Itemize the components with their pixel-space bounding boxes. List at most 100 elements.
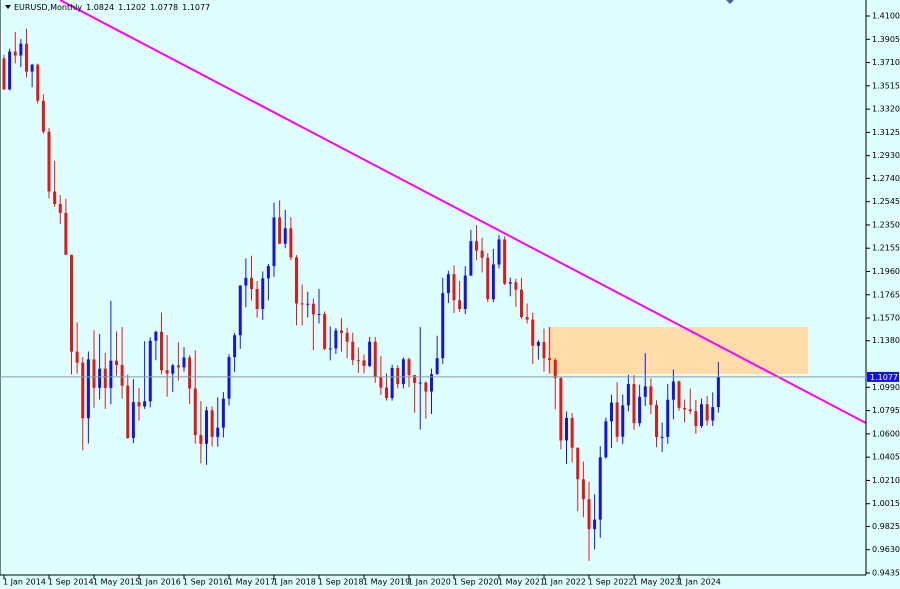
candle-body — [176, 365, 180, 368]
candle-body — [30, 64, 34, 72]
candle-body — [559, 378, 563, 441]
candle-body — [711, 407, 715, 421]
x-tick-label: 1 May 2019 — [363, 578, 410, 587]
candle-body — [486, 257, 490, 300]
candle-body — [536, 341, 540, 346]
y-tick-label: 1.1380 — [872, 336, 900, 345]
y-tick-label: 1.3905 — [872, 35, 900, 44]
candle-body — [13, 51, 17, 56]
candle-body — [677, 381, 681, 408]
candle-body — [126, 385, 130, 439]
x-tick-label: 1 May 2023 — [633, 578, 680, 587]
candle-body — [525, 317, 529, 320]
candle-body — [295, 257, 298, 304]
candle-body — [683, 407, 687, 410]
y-tick-label: 1.3515 — [872, 81, 900, 90]
candle-body — [390, 367, 394, 399]
candle-body — [435, 358, 439, 375]
candle-body — [317, 314, 321, 316]
ohlc-close: 1.1077 — [182, 3, 210, 12]
candle-body — [452, 274, 456, 301]
trend-line — [59, 0, 867, 424]
y-tick-label: 1.0795 — [872, 406, 900, 415]
candle-body — [430, 374, 433, 392]
candle-body — [210, 410, 214, 437]
candle-body — [86, 359, 90, 419]
candle-body — [193, 388, 197, 436]
candle-body — [598, 457, 602, 520]
x-tick-label: 1 Jan 2018 — [273, 578, 316, 587]
candle-body — [53, 191, 57, 205]
candle-body — [272, 217, 276, 267]
candle-body — [542, 341, 546, 359]
candle-body — [131, 402, 135, 439]
candle-body — [503, 239, 507, 284]
candle-body — [553, 360, 557, 379]
ohlc-low: 1.0778 — [150, 3, 178, 12]
candle-body — [311, 303, 315, 315]
y-tick-label: 1.3125 — [872, 128, 900, 137]
candle-body — [340, 330, 343, 333]
y-tick-label: 1.2545 — [872, 197, 900, 206]
candle-body — [160, 331, 163, 371]
candle-body — [441, 293, 445, 359]
candle-body — [233, 335, 237, 358]
shift-marker — [726, 0, 734, 4]
y-tick-label: 1.0015 — [872, 499, 900, 508]
candle-body — [688, 409, 692, 412]
candle-body — [81, 362, 85, 419]
candle-body — [565, 417, 568, 441]
x-tick-label: 1 Sep 2018 — [318, 578, 364, 587]
candle-body — [143, 401, 147, 407]
x-tick-label: 1 Jan 2014 — [3, 578, 46, 587]
x-tick-label: 1 May 2021 — [498, 578, 545, 587]
candle-body — [278, 217, 282, 244]
y-tick-label: 1.1765 — [872, 290, 900, 299]
candle-body — [418, 382, 422, 384]
price-label-box — [867, 371, 899, 382]
candle-body — [446, 274, 450, 294]
candle-body — [548, 358, 552, 361]
candle-body — [328, 348, 332, 350]
x-tick-label: 1 Sep 2022 — [588, 578, 634, 587]
candle-body — [570, 417, 574, 448]
candle-body — [621, 405, 625, 437]
menu-arrow[interactable] — [5, 5, 11, 9]
candle-body — [64, 212, 68, 255]
candle-body — [25, 43, 28, 72]
candle-body — [593, 519, 597, 530]
candle-body — [137, 402, 141, 407]
candle-body — [188, 357, 192, 389]
y-tick-label: 1.3710 — [872, 58, 900, 67]
candle-body — [396, 367, 400, 385]
candle-body — [497, 239, 501, 265]
candle-body — [300, 303, 304, 305]
candle-body — [216, 427, 220, 437]
candle-body — [368, 341, 372, 366]
candle-body — [401, 359, 405, 385]
candle-body — [514, 282, 518, 290]
candle-body — [148, 340, 152, 402]
candle-body — [351, 341, 355, 361]
candle-body — [413, 375, 417, 383]
candle-body — [587, 499, 591, 530]
candle-body — [323, 314, 327, 349]
candle-body — [475, 241, 478, 251]
candle-body — [705, 404, 709, 421]
x-tick-label: 1 May 2017 — [228, 578, 275, 587]
candle-body — [610, 402, 613, 422]
candle-body — [283, 228, 287, 244]
y-tick-label: 1.2930 — [872, 151, 900, 160]
candle-body — [700, 404, 703, 426]
candle-body — [356, 360, 360, 362]
candle-body — [480, 250, 484, 258]
y-tick-label: 1.0990 — [872, 383, 900, 392]
candle-body — [638, 396, 642, 424]
candle-body — [171, 365, 175, 374]
candle-body — [424, 382, 428, 392]
candle-body — [649, 386, 653, 405]
zone-rectangle — [548, 327, 808, 374]
candle-body — [266, 266, 270, 279]
candle-body — [2, 58, 6, 90]
candle-body — [660, 436, 664, 438]
